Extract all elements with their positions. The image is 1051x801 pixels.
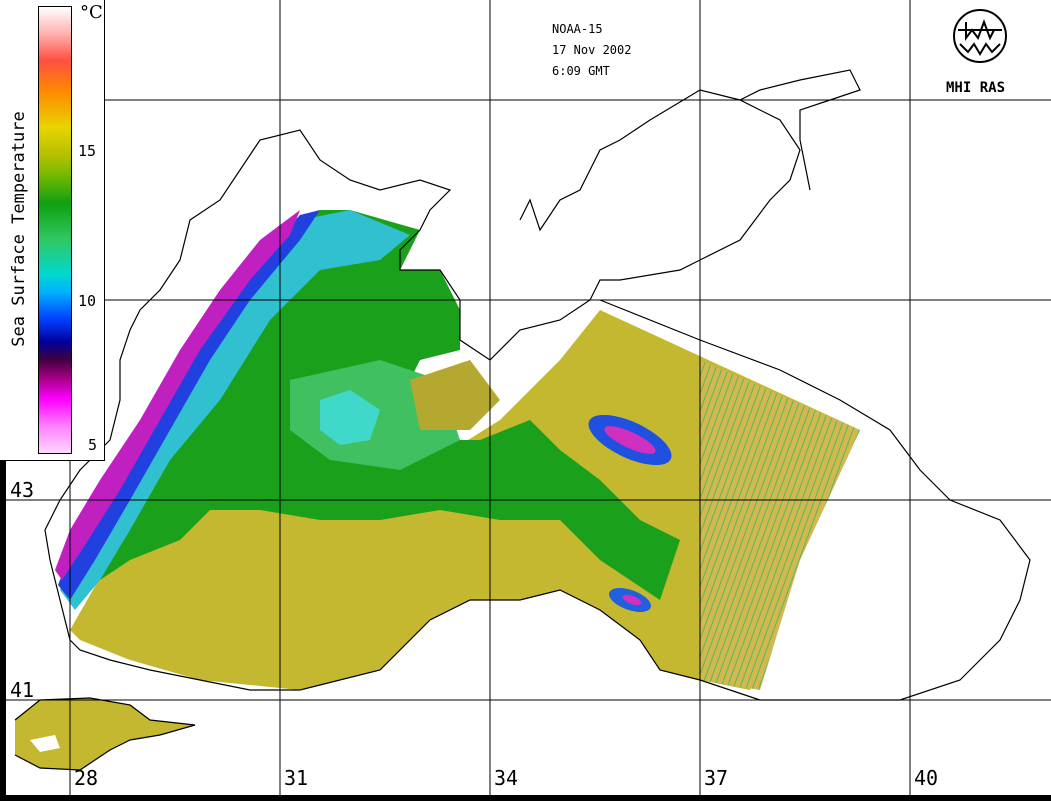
- sst-field: [15, 210, 860, 770]
- crimea-coast: [399, 89, 801, 361]
- date-label: 17 Nov 2002: [552, 43, 632, 57]
- cold-coastal-band: [58, 210, 320, 600]
- cool-coastal-band: [60, 210, 410, 610]
- striped-swath: [700, 360, 860, 690]
- tick-label-15: 15: [78, 142, 97, 160]
- satellite-label: NOAA-15: [552, 22, 603, 36]
- time-label: 6:09 GMT: [552, 64, 610, 78]
- lon-label-37: 37: [704, 766, 729, 790]
- legend-title: Sea Surface Temperature: [9, 111, 29, 347]
- coldest-coastal-band: [55, 210, 300, 580]
- marmara-coast: [14, 697, 196, 771]
- cyan-patch: [320, 390, 380, 445]
- lon-label-40: 40: [914, 766, 939, 790]
- marmara-sea: [15, 698, 195, 770]
- cold-eddy-north-core: [604, 426, 656, 454]
- azov-coast: [739, 69, 861, 191]
- unit-label: °C: [80, 2, 103, 23]
- southern-coast: [69, 589, 761, 701]
- lat-label-43: 43: [10, 478, 35, 502]
- lon-label-31: 31: [284, 766, 309, 790]
- color-scale-bar: [38, 6, 72, 454]
- mhi-ras-logo-icon: [953, 9, 1007, 63]
- eastern-coast: [599, 299, 1031, 701]
- legend: °C 15 10 5 Sea Surface Temperature: [0, 0, 105, 461]
- logo-text: MHI RAS: [946, 80, 1006, 96]
- lon-label-28: 28: [74, 766, 99, 790]
- cold-eddy-south-core: [622, 594, 642, 606]
- lon-label-34: 34: [494, 766, 519, 790]
- tick-label-5: 5: [88, 436, 98, 454]
- tick-label-10: 10: [78, 292, 97, 310]
- olive-inlet: [410, 360, 500, 430]
- lat-label-41: 41: [10, 678, 35, 702]
